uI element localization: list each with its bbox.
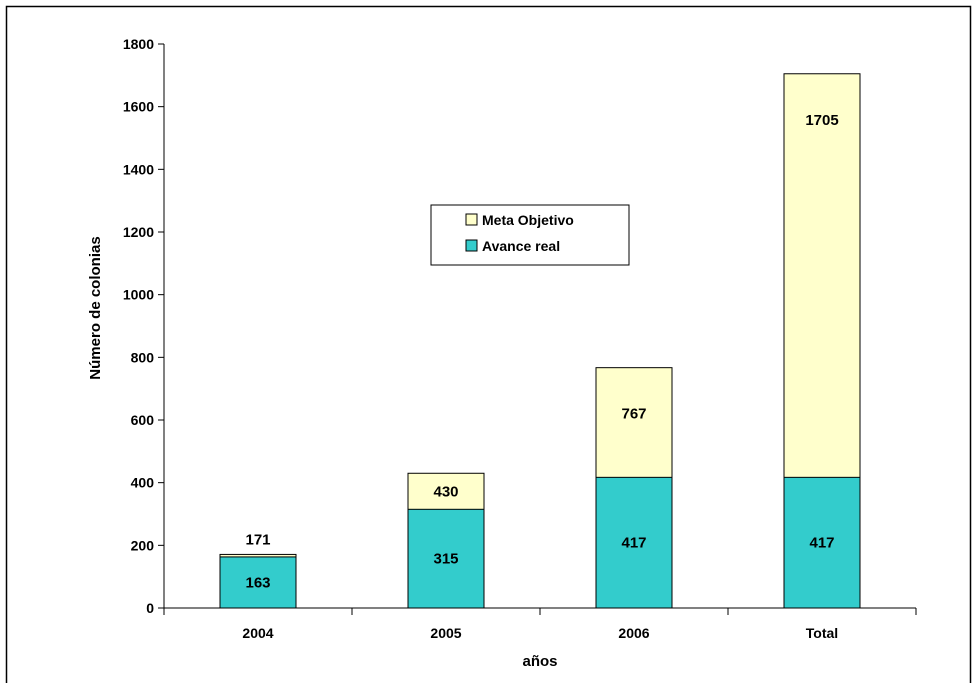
y-tick-label: 600 <box>131 412 155 428</box>
x-tick-label: Total <box>806 625 838 641</box>
bar-avance-real-2006 <box>595 476 673 609</box>
data-label-meta-objetivo: 430 <box>433 483 458 500</box>
y-tick-label: 1400 <box>123 161 154 177</box>
x-tick-label: 2004 <box>242 625 273 641</box>
bar-avance-real-total <box>783 476 861 609</box>
legend-swatch-avance-real <box>465 239 478 252</box>
y-tick-label: 400 <box>131 475 155 491</box>
x-tick-label: 2005 <box>430 625 461 641</box>
data-label-avance-real: 417 <box>809 535 834 552</box>
x-tick-label: 2006 <box>618 625 649 641</box>
data-label-meta-objetivo: 1705 <box>805 112 838 129</box>
data-label-avance-real: 417 <box>621 535 646 552</box>
bar-avance-real-2005 <box>407 508 485 609</box>
bar-avance-real-2004 <box>219 556 297 609</box>
y-tick-label: 1800 <box>123 36 154 52</box>
y-tick-label: 200 <box>131 537 155 553</box>
x-axis-title: años <box>522 653 557 670</box>
y-tick-label: 1600 <box>123 99 154 115</box>
axes: 0 200 400 600 800 1000 1200 1400 1600 1800 2004 200… <box>123 36 917 641</box>
legend-label-avance-real: Avance real <box>482 238 560 254</box>
legend-box <box>430 204 630 266</box>
data-label-meta-objetivo: 767 <box>621 406 646 423</box>
data-labels: 163 171 315 430 417 767 417 1705 <box>245 112 838 592</box>
data-label-avance-real: 315 <box>433 551 458 568</box>
y-tick-label: 1200 <box>123 224 154 240</box>
y-tick-label: 0 <box>146 600 154 616</box>
legend-swatch-meta-objetivo <box>465 213 478 226</box>
bars <box>219 73 861 609</box>
data-label-meta-objetivo: 171 <box>245 531 270 548</box>
y-axis-title: Número de colonias <box>87 236 104 379</box>
legend-label-meta-objetivo: Meta Objetivo <box>482 212 574 228</box>
y-tick-label: 800 <box>131 349 155 365</box>
legend: Meta Objetivo Avance real <box>430 204 630 266</box>
y-tick-label: 1000 <box>123 287 154 303</box>
data-label-avance-real: 163 <box>245 574 270 591</box>
